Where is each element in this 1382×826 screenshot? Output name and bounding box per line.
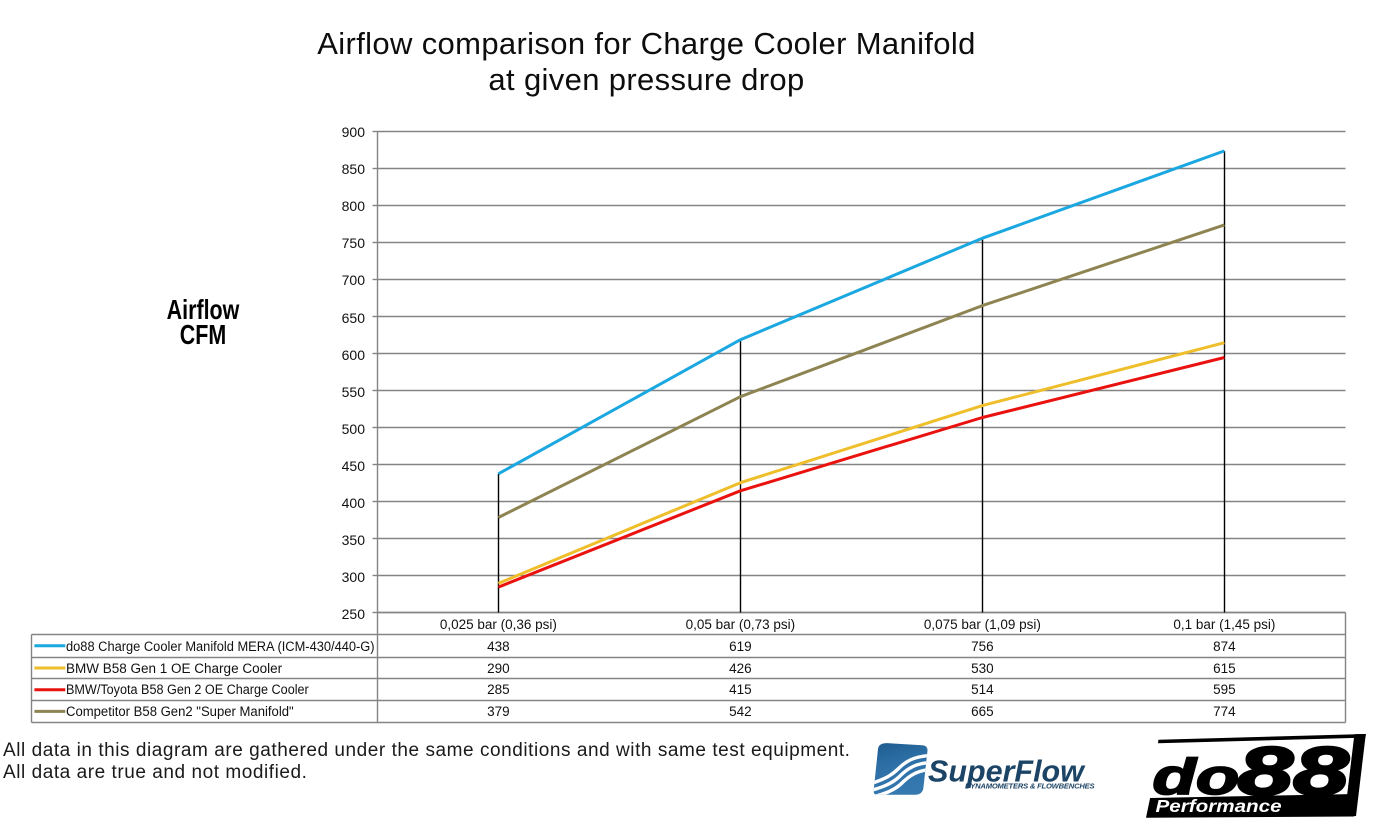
svg-text:88: 88 <box>1238 733 1350 810</box>
svg-text:do: do <box>1153 749 1240 805</box>
svg-text:SuperFlow: SuperFlow <box>928 755 1086 789</box>
svg-text:DYNAMOMETERS & FLOWBENCHES: DYNAMOMETERS & FLOWBENCHES <box>965 782 1095 791</box>
svg-text:Performance: Performance <box>1156 798 1283 817</box>
